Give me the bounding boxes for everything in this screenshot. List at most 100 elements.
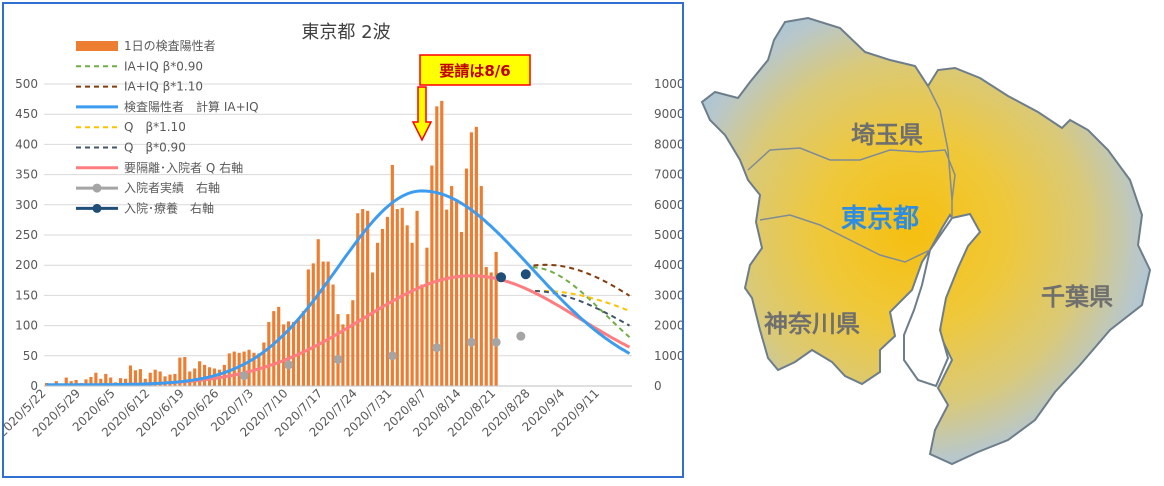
y-left-tick-label: 300 bbox=[15, 198, 38, 212]
bar bbox=[479, 186, 483, 386]
legend-swatch-marker bbox=[92, 203, 102, 213]
bar bbox=[469, 132, 473, 386]
map-label-saitama: 埼玉県 bbox=[851, 121, 923, 149]
map-label-kanagawa: 神奈川県 bbox=[764, 310, 860, 338]
bar bbox=[385, 216, 389, 386]
bar bbox=[474, 126, 478, 386]
marker-hosp-actual bbox=[387, 351, 397, 361]
bar bbox=[484, 267, 488, 386]
bar bbox=[287, 321, 291, 386]
y-right-tick-label: 6000 bbox=[654, 198, 682, 212]
y-right-tick-label: 1000 bbox=[654, 349, 682, 363]
y-right-tick-label: 10000 bbox=[654, 77, 682, 91]
bar bbox=[291, 321, 296, 386]
bar bbox=[64, 377, 68, 386]
bar bbox=[455, 199, 459, 386]
y-right-tick-label: 4000 bbox=[654, 258, 682, 272]
bar bbox=[351, 300, 355, 386]
bar bbox=[425, 247, 429, 386]
y-left-tick-label: 200 bbox=[15, 258, 38, 272]
y-right-tick-label: 3000 bbox=[654, 288, 682, 302]
curve-calc bbox=[46, 189, 631, 387]
bar bbox=[44, 382, 49, 386]
bar bbox=[272, 311, 276, 386]
kanto-landmass bbox=[700, 16, 1152, 466]
y-left-tick-label: 350 bbox=[15, 168, 38, 182]
map-panel: 埼玉県 東京都 神奈川県 千葉県 bbox=[690, 0, 1164, 482]
bar bbox=[153, 369, 157, 386]
annotation: 要請は8/6 bbox=[411, 54, 531, 142]
marker-hosp-actual bbox=[432, 343, 442, 353]
map-svg: 埼玉県 東京都 神奈川県 千葉県 bbox=[700, 16, 1152, 466]
y-right-tick-label: 5000 bbox=[654, 228, 682, 242]
bar bbox=[99, 378, 103, 386]
annotation-arrow bbox=[411, 86, 433, 142]
legend-label: 入院･療養 右軸 bbox=[124, 200, 214, 215]
map-label-tokyo: 東京都 bbox=[841, 203, 919, 234]
bar bbox=[361, 209, 365, 386]
bar bbox=[356, 213, 360, 386]
bar bbox=[445, 209, 449, 386]
y-left-tick-label: 100 bbox=[15, 319, 38, 333]
tokyo-bay bbox=[903, 212, 982, 388]
bar bbox=[277, 306, 281, 386]
bar bbox=[89, 376, 93, 386]
bar bbox=[366, 210, 370, 386]
legend: 1日の検査陽性者 IA+IQ β*0.90 IA+IQ β*1.10 検査陽性者 計算… bbox=[76, 39, 259, 215]
chart-svg: 東京都 2波 050100150200250300350400450500010… bbox=[0, 22, 692, 440]
y-right-tick-label: 8000 bbox=[654, 137, 682, 151]
legend-swatch-marker bbox=[92, 183, 102, 193]
bar bbox=[440, 100, 444, 387]
bar bbox=[390, 164, 394, 386]
bar bbox=[311, 263, 315, 386]
bar bbox=[346, 314, 350, 386]
bar bbox=[371, 272, 375, 386]
bar bbox=[188, 371, 192, 386]
border-saitama-tokyo bbox=[747, 147, 956, 201]
bar bbox=[326, 261, 330, 386]
bar bbox=[178, 357, 182, 386]
map-label-chiba: 千葉県 bbox=[1041, 283, 1113, 311]
bar bbox=[148, 372, 152, 386]
legend-label: 検査陽性者 計算 IA+IQ bbox=[124, 99, 259, 114]
legend-label: 1日の検査陽性者 bbox=[124, 39, 216, 53]
bar bbox=[341, 324, 345, 386]
marker-hosp-actual bbox=[333, 354, 343, 364]
y-right-tick-label: 2000 bbox=[654, 319, 682, 333]
bar bbox=[247, 349, 251, 386]
annotation-box bbox=[419, 54, 531, 86]
markers bbox=[239, 269, 531, 381]
bar bbox=[262, 342, 266, 386]
bar bbox=[375, 242, 380, 386]
y-left-tick-label: 400 bbox=[15, 137, 38, 151]
bar bbox=[109, 377, 113, 386]
bar bbox=[123, 378, 128, 386]
bar bbox=[316, 239, 320, 386]
bar bbox=[119, 378, 123, 386]
marker-hosp-actual bbox=[516, 331, 526, 341]
y-left-tick-label: 0 bbox=[30, 379, 38, 393]
y-left-tick-label: 250 bbox=[15, 228, 38, 242]
marker-hosp-actual bbox=[466, 337, 476, 347]
bar bbox=[336, 314, 340, 386]
legend-label: 入院者実績 右軸 bbox=[124, 180, 220, 195]
bar bbox=[282, 324, 286, 386]
marker-hosp-new bbox=[520, 269, 531, 280]
bar bbox=[450, 186, 454, 386]
bar bbox=[183, 357, 187, 386]
chart-title: 東京都 2波 bbox=[301, 22, 390, 43]
y-left-tick-label: 50 bbox=[23, 349, 38, 363]
bar bbox=[435, 106, 439, 387]
border-tokyo-kanagawa bbox=[759, 214, 931, 263]
bar bbox=[296, 318, 301, 386]
marker-hosp-actual bbox=[491, 337, 501, 347]
border-saitama-chiba bbox=[927, 85, 953, 218]
bar bbox=[301, 311, 305, 386]
legend-label: 要隔離･入院者 Q 右軸 bbox=[124, 160, 243, 175]
legend-swatch bbox=[76, 41, 118, 51]
bar bbox=[128, 365, 133, 386]
chart-panel: 東京都 2波 0 50 100 150 200 250 300 350 400 450 500 0 10… bbox=[0, 2, 692, 478]
bar bbox=[494, 251, 498, 386]
bar bbox=[267, 321, 271, 386]
curves bbox=[46, 189, 631, 387]
